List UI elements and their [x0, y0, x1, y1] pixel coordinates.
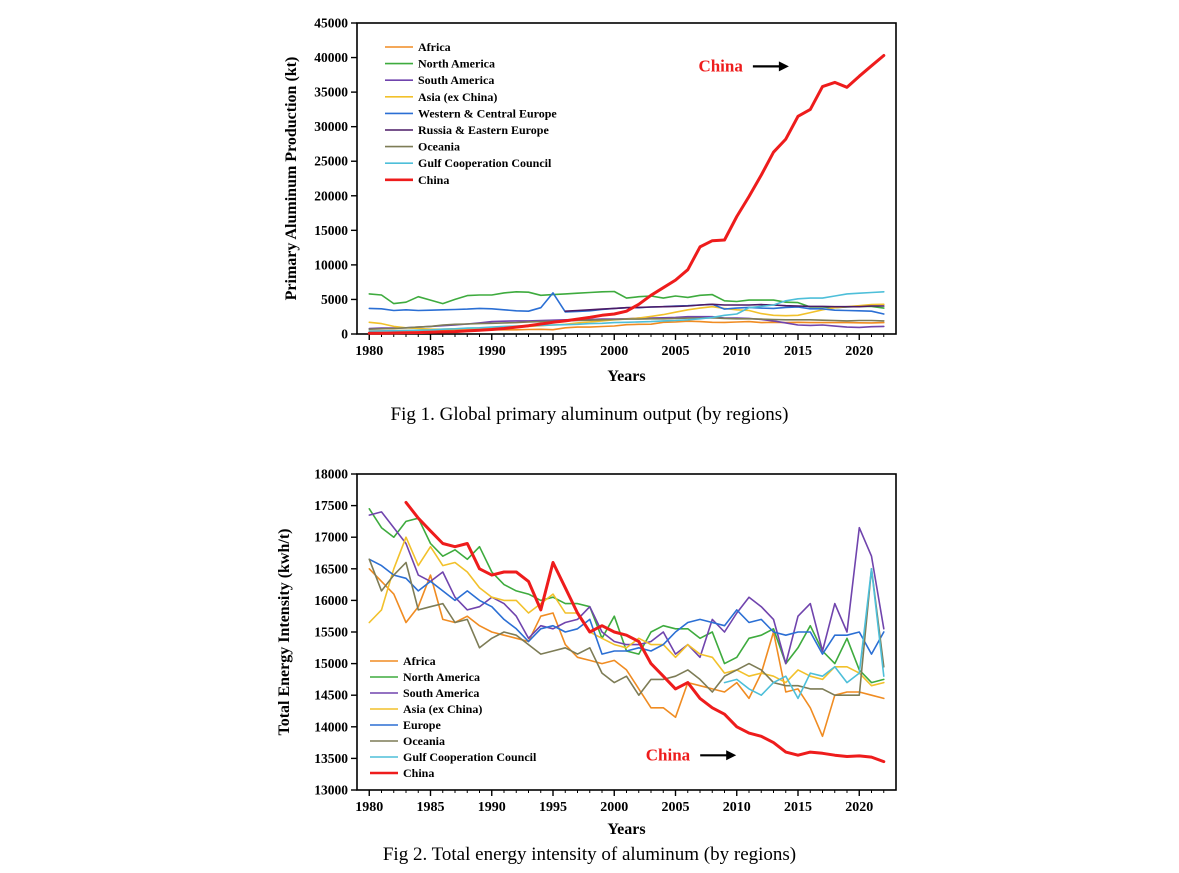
legend-entry-asia-ex-china: Asia (ex China): [403, 702, 482, 716]
x-tick-label: 1990: [478, 344, 506, 359]
china-annotation: China: [698, 56, 743, 75]
x-tick-label: 2000: [600, 800, 628, 815]
y-tick-label: 14000: [314, 719, 348, 734]
legend-entry-russia-eastern-europe: Russia & Eastern Europe: [418, 123, 549, 137]
legend-entry-oceania: Oceania: [418, 140, 460, 154]
y-tick-label: 15000: [314, 223, 348, 238]
production-chart: 0 5000 10000 15000 20000 25000 30000 35000 40000…: [283, 16, 897, 385]
energy-intensity-chart: 13000 13500 14000 14500 15000 15500 16000 16500…: [276, 467, 897, 838]
x-tick-label: 2015: [784, 800, 812, 815]
legend-entry-south-america: South America: [403, 686, 479, 700]
y-tick-label: 13000: [314, 783, 348, 798]
series-line-asia-ex-china: [368, 536, 885, 687]
series-line-africa: [368, 320, 885, 332]
x-tick-label: 1985: [417, 344, 445, 359]
legend-entry-africa: Africa: [403, 654, 436, 668]
y-tick-label: 17000: [314, 530, 348, 545]
y-tick-label: 18000: [314, 467, 348, 482]
series-line-south-america: [368, 511, 885, 665]
y-tick-label: 20000: [314, 188, 348, 203]
x-tick-label: 1995: [539, 800, 567, 815]
x-tick-label: 2020: [845, 800, 873, 815]
x-tick-label: 1980: [355, 800, 383, 815]
series-line-north-america: [368, 508, 885, 684]
x-axis-label: Years: [607, 821, 645, 838]
x-tick-label: 2005: [662, 344, 690, 359]
legend-entry-north-america: North America: [418, 57, 495, 71]
legend-entry-china: China: [403, 766, 434, 780]
y-tick-label: 30000: [314, 119, 348, 134]
figure-2: 13000 13500 14000 14500 15000 15500 16000 16500…: [0, 456, 1179, 873]
x-tick-label: 2005: [662, 800, 690, 815]
annotation-arrow-head: [726, 750, 737, 761]
y-tick-label: 35000: [314, 85, 348, 100]
figure-2-caption: Fig 2. Total energy intensity of aluminu…: [382, 844, 797, 865]
y-tick-label: 16500: [314, 561, 348, 576]
series-line-oceania: [368, 558, 885, 696]
annotation-arrow-head: [778, 61, 789, 72]
series-line-europe: [368, 558, 885, 655]
china-annotation: China: [646, 745, 691, 764]
series-line-russia-eastern-europe: [564, 303, 885, 312]
y-tick-label: 40000: [314, 50, 348, 65]
legend-entry-western-central-europe: Western & Central Europe: [418, 106, 557, 120]
x-tick-label: 2020: [845, 344, 873, 359]
y-tick-label: 13500: [314, 751, 348, 766]
series-line-gulf-cooperation-council: [723, 568, 885, 700]
y-tick-label: 14500: [314, 688, 348, 703]
x-tick-label: 1990: [478, 800, 506, 815]
series-line-gulf-cooperation-council: [368, 291, 885, 332]
y-tick-label: 45000: [314, 16, 348, 31]
x-tick-label: 1985: [417, 800, 445, 815]
legend-entry-asia-ex-china: Asia (ex China): [418, 90, 497, 104]
y-axis-label: Total Energy Intensity (kwh/t): [276, 529, 293, 736]
y-axis-label: Primary Aluminum Production (kt): [283, 57, 300, 301]
y-tick-label: 25000: [314, 154, 348, 169]
x-tick-label: 2015: [784, 344, 812, 359]
series-line-north-america: [368, 290, 885, 309]
legend-entry-gulf-cooperation-council: Gulf Cooperation Council: [418, 156, 552, 170]
figure-1: 0 5000 10000 15000 20000 25000 30000 35000 40000…: [0, 0, 1179, 436]
legend-entry-china: China: [418, 173, 449, 187]
figure-1-caption: Fig 1. Global primary aluminum output (b…: [390, 404, 789, 425]
series-line-china: [367, 54, 886, 335]
legend-entry-africa: Africa: [418, 40, 451, 54]
legend-entry-north-america: North America: [403, 670, 480, 684]
x-tick-label: 1980: [355, 344, 383, 359]
y-tick-label: 15500: [314, 625, 348, 640]
legend-entry-gulf-cooperation-council: Gulf Cooperation Council: [403, 750, 537, 764]
y-tick-label: 0: [341, 327, 348, 342]
y-tick-label: 10000: [314, 257, 348, 272]
legend-entry-europe: Europe: [403, 718, 441, 732]
legend-entry-oceania: Oceania: [403, 734, 445, 748]
y-tick-label: 15000: [314, 656, 348, 671]
y-tick-label: 5000: [321, 292, 348, 307]
x-axis-label: Years: [607, 368, 645, 385]
series-line-china: [404, 500, 886, 764]
y-tick-label: 16000: [314, 593, 348, 608]
y-tick-label: 17500: [314, 498, 348, 513]
x-tick-label: 2010: [723, 800, 751, 815]
x-tick-label: 2000: [600, 344, 628, 359]
legend-entry-south-america: South America: [418, 73, 494, 87]
x-tick-label: 2010: [723, 344, 751, 359]
series-line-oceania: [368, 317, 885, 330]
x-tick-label: 1995: [539, 344, 567, 359]
